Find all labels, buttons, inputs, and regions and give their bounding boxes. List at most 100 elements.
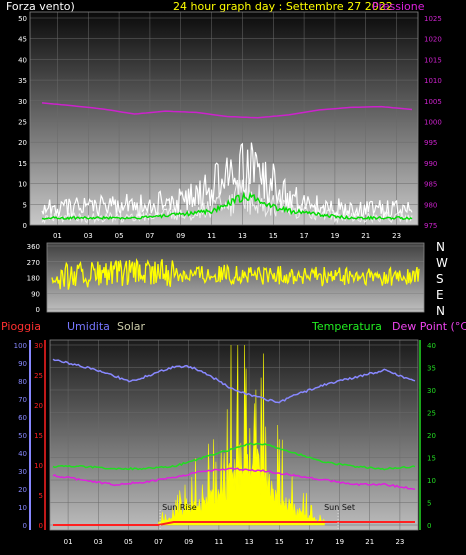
pressure-y-tick-label: 1000 — [424, 119, 442, 127]
compass-e: E — [436, 288, 444, 302]
direction-y-tick-label: 360 — [27, 243, 40, 251]
pressure-y-tick-label: 1005 — [424, 98, 442, 106]
temperature-y-tick-label: 25 — [427, 410, 436, 418]
temperature-y-tick-label: 0 — [427, 522, 431, 530]
wind-y-tick-label: 50 — [18, 15, 27, 23]
temperature-y-tick-label: 20 — [427, 432, 436, 440]
sunrise-annotation: Sun Rise — [162, 503, 197, 512]
pressure-y-tick-label: 995 — [424, 139, 437, 147]
wind-y-tick-label: 25 — [18, 119, 27, 127]
rain-x-tick-label: 07 — [154, 538, 163, 546]
wind-panel-border — [29, 11, 419, 226]
compass-n-bottom: N — [436, 304, 445, 318]
dewpoint-series — [52, 467, 416, 491]
pressure-y-tick-label: 990 — [424, 160, 437, 168]
temperature-y-tick-label: 10 — [427, 477, 436, 485]
rain-series — [53, 521, 415, 526]
pressure-y-tick-label: 1015 — [424, 56, 442, 64]
wind-y-tick-label: 5 — [23, 201, 27, 209]
wind-x-tick-label: 01 — [53, 232, 62, 240]
wind-y-tick-label: 20 — [18, 139, 27, 147]
pressure-y-tick-label: 1025 — [424, 15, 442, 23]
wind-y-tick-label: 30 — [18, 98, 27, 106]
rain-x-tick-label: 09 — [184, 538, 193, 546]
wind-average-series — [41, 191, 413, 221]
humidity-label: Umidita — [67, 320, 110, 333]
humidity-y-tick-label: 100 — [14, 342, 27, 350]
rain-y-tick-label: 20 — [34, 402, 43, 410]
direction-panel-border — [46, 242, 425, 313]
rain-x-tick-label: 21 — [365, 538, 374, 546]
wind-label: Forza vento) — [6, 0, 75, 13]
pressure-y-tick-label: 980 — [424, 201, 437, 209]
rain-x-tick-label: 13 — [245, 538, 254, 546]
humidity-y-tick-label: 30 — [18, 468, 27, 476]
temperature-y-tick-label: 30 — [427, 387, 436, 395]
compass-w: W — [436, 256, 448, 270]
temperature-y-tick-label: 5 — [427, 500, 431, 508]
direction-y-tick-label: 270 — [27, 259, 40, 267]
rain-x-tick-label: 01 — [64, 538, 73, 546]
wind-y-tick-label: 0 — [23, 222, 27, 230]
temperature-label: Temperatura — [312, 320, 382, 333]
temperature-y-tick-label: 40 — [427, 342, 436, 350]
humidity-y-tick-label: 40 — [18, 450, 27, 458]
rain-x-tick-label: 15 — [275, 538, 284, 546]
wind-y-tick-label: 15 — [18, 160, 27, 168]
solar-series — [158, 344, 325, 526]
direction-y-tick-label: 0 — [36, 306, 40, 314]
rain-y-tick-label: 10 — [34, 462, 43, 470]
wind-x-tick-label: 09 — [176, 232, 185, 240]
wind-y-tick-label: 45 — [18, 36, 27, 44]
wind-x-tick-label: 11 — [207, 232, 216, 240]
wind-x-tick-label: 19 — [330, 232, 339, 240]
wind-panel-background — [30, 12, 418, 225]
wind-x-tick-label: 13 — [238, 232, 247, 240]
compass-n-top: N — [436, 240, 445, 254]
solar-label: Solar — [117, 320, 146, 333]
rain-x-tick-label: 11 — [214, 538, 223, 546]
wind-speed-series — [41, 178, 413, 224]
dewpoint-label: Dew Point (°C) — [392, 320, 466, 333]
pressure-y-tick-label: 1020 — [424, 36, 442, 44]
rain-x-tick-label: 23 — [395, 538, 404, 546]
compass-s: S — [436, 272, 444, 286]
temperature-series — [52, 442, 416, 471]
rain-y-tick-label: 5 — [39, 492, 43, 500]
pressure-label: Pressione — [372, 0, 425, 13]
rain-y-tick-label: 25 — [34, 372, 43, 380]
rain-label: Pioggia — [1, 320, 41, 333]
rain-y-tick-label: 0 — [39, 522, 43, 530]
wind-y-tick-label: 40 — [18, 56, 27, 64]
temperature-y-tick-label: 15 — [427, 455, 436, 463]
rain-y-tick-label: 30 — [34, 342, 43, 350]
pressure-y-tick-label: 985 — [424, 181, 437, 189]
pressure-y-tick-label: 1010 — [424, 77, 442, 85]
wind-x-tick-label: 07 — [145, 232, 154, 240]
rain-x-tick-label: 17 — [305, 538, 314, 546]
rain-x-tick-label: 03 — [94, 538, 103, 546]
wind-y-tick-label: 10 — [18, 181, 27, 189]
humidity-y-tick-label: 60 — [18, 414, 27, 422]
wind-x-tick-label: 21 — [361, 232, 370, 240]
humidity-y-tick-label: 50 — [18, 432, 27, 440]
pressure-series — [41, 102, 413, 119]
humidity-series — [52, 358, 416, 404]
rain-x-tick-label: 19 — [335, 538, 344, 546]
wind-x-tick-label: 23 — [392, 232, 401, 240]
wind-x-tick-label: 17 — [300, 232, 309, 240]
direction-y-tick-label: 90 — [31, 290, 40, 298]
wind-x-tick-label: 03 — [84, 232, 93, 240]
humidity-y-tick-label: 10 — [18, 504, 27, 512]
wind-x-tick-label: 05 — [115, 232, 124, 240]
sunset-annotation: Sun Set — [324, 503, 355, 512]
rain-x-tick-label: 05 — [124, 538, 133, 546]
wind-direction-series — [51, 257, 420, 290]
direction-y-tick-label: 180 — [27, 275, 40, 283]
humidity-y-tick-label: 0 — [23, 522, 27, 530]
pressure-y-tick-label: 975 — [424, 222, 437, 230]
rain-panel-border — [49, 339, 419, 531]
rain-y-tick-label: 15 — [34, 432, 43, 440]
wind-gust-series — [41, 142, 413, 221]
